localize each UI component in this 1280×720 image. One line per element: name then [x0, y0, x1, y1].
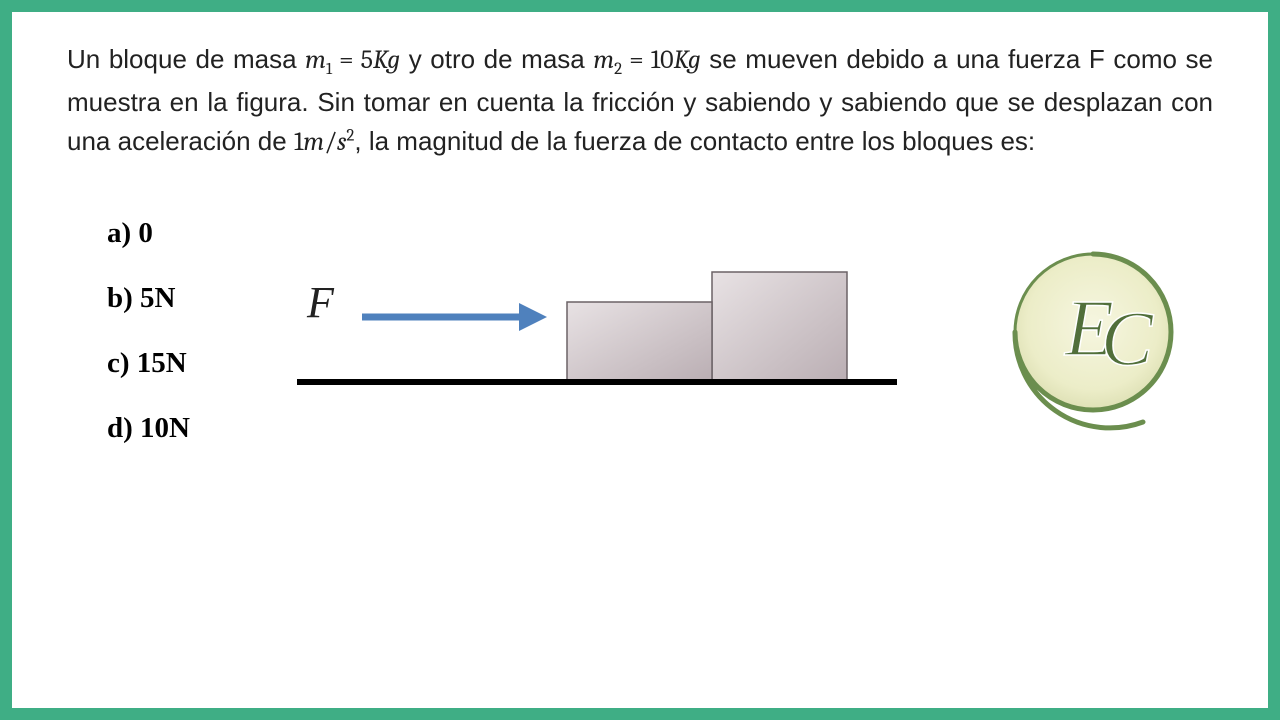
- option-b[interactable]: b) 5N: [107, 282, 297, 315]
- accel-val: 1: [294, 127, 303, 157]
- logo: E C: [973, 237, 1213, 437]
- m2-eq: = 10: [622, 45, 673, 75]
- option-c[interactable]: c) 15N: [107, 347, 297, 380]
- force-label: F: [307, 277, 334, 328]
- problem-statement: Un bloque de masa m1 = 5Kg y otro de mas…: [67, 40, 1213, 162]
- m2-var: m: [593, 45, 614, 75]
- diagram-svg: [297, 217, 917, 437]
- accel-s: s: [337, 127, 346, 157]
- text-post2: , la magnitud de la fuerza de contacto e…: [354, 126, 1035, 156]
- option-d[interactable]: d) 10N: [107, 412, 297, 445]
- m1-eq: = 5: [332, 45, 373, 75]
- m1-unit: Kg: [373, 45, 400, 75]
- answer-options: a) 0 b) 5N c) 15N d) 10N: [67, 217, 297, 477]
- text-pre1: Un bloque de masa: [67, 44, 305, 74]
- option-a[interactable]: a) 0: [107, 217, 297, 250]
- accel-m: m: [303, 127, 324, 157]
- m2-sub: 2: [614, 60, 622, 79]
- physics-diagram: F: [297, 217, 973, 477]
- logo-svg: E C: [993, 237, 1193, 437]
- m1-var: m: [305, 45, 326, 75]
- m2-unit: Kg: [674, 45, 701, 75]
- accel-slash: /: [324, 127, 337, 157]
- page-frame: Un bloque de masa m1 = 5Kg y otro de mas…: [0, 0, 1280, 720]
- svg-text:C: C: [1101, 295, 1154, 382]
- body-row: a) 0 b) 5N c) 15N d) 10N F: [67, 217, 1213, 477]
- text-mid1: y otro de masa: [400, 44, 593, 74]
